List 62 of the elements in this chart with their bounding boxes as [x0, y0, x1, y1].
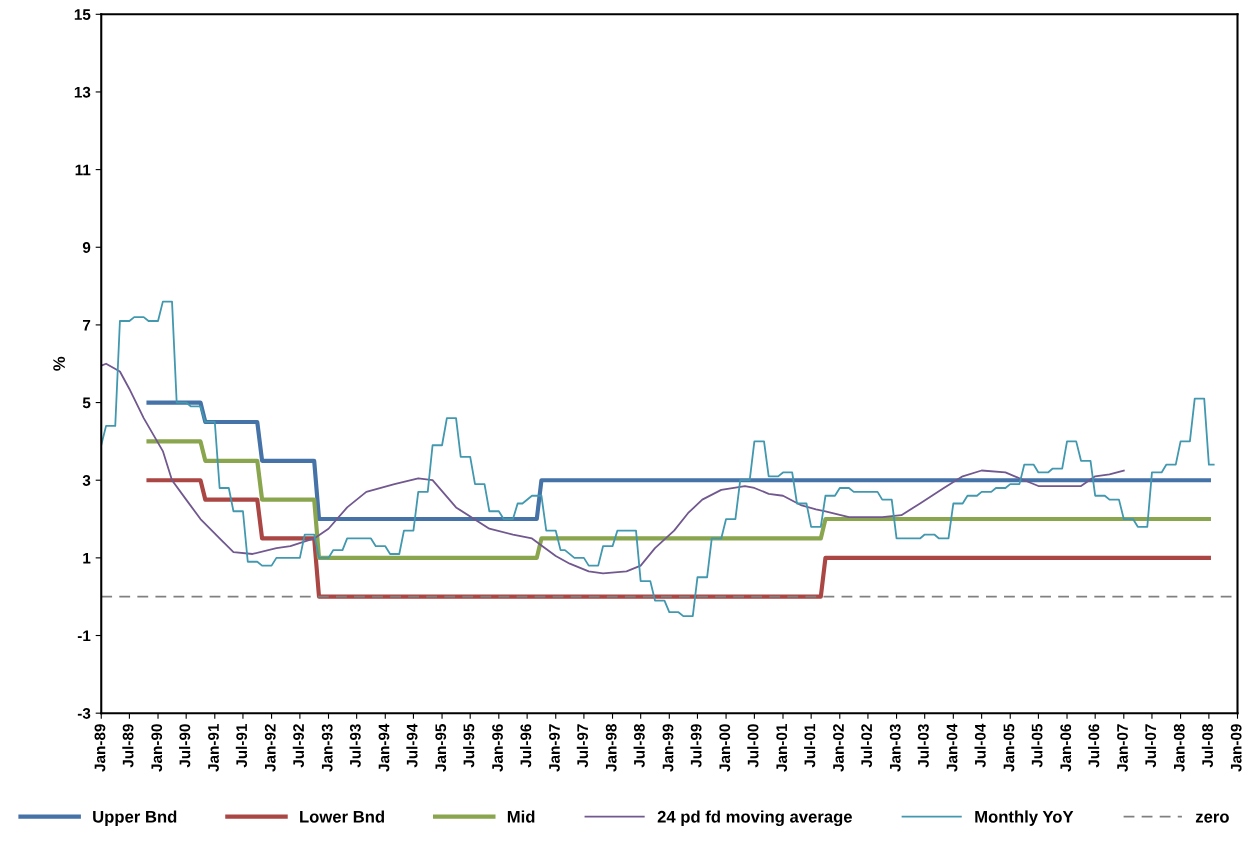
x-tick-label: Jul-05	[1031, 724, 1043, 768]
x-tick-label: Jul-97	[576, 724, 588, 768]
x-tick-label: Jan-07	[1117, 724, 1128, 772]
legend-label: Lower Bnd	[300, 810, 384, 823]
x-tick-label: Jan-04	[946, 723, 958, 772]
x-tick-label: Jan-00	[719, 724, 731, 772]
x-tick-label: Jul-96	[520, 724, 532, 768]
x-tick-label: Jan-01	[776, 724, 788, 772]
x-tick-label: Jul-89	[122, 724, 134, 768]
legend-label: Mid	[507, 810, 535, 823]
x-tick-label: Jul-92	[292, 724, 304, 768]
line-series	[101, 362, 1125, 575]
y-tick-label: 5	[82, 397, 91, 409]
y-tick-label: 15	[74, 9, 91, 20]
y-tick-label: -3	[77, 708, 91, 719]
y-tick-label: 9	[82, 242, 91, 253]
legend-label: zero	[1195, 813, 1229, 823]
legend-label: Monthly YoY	[975, 810, 1074, 826]
x-tick-label: Jan-93	[321, 724, 333, 772]
x-tick-label: Jul-99	[690, 724, 702, 768]
y-tick-label: 1	[83, 552, 91, 564]
line-series	[146, 400, 1211, 522]
x-tick-label: Jan-06	[1060, 724, 1072, 772]
x-tick-label: Jan-90	[151, 724, 163, 772]
y-tick-label: 13	[74, 86, 91, 98]
x-tick-label: Jan-91	[208, 724, 219, 772]
x-tick-label: Jan-99	[662, 724, 674, 772]
x-tick-label: Jan-08	[1173, 724, 1185, 772]
x-tick-label: Jan-92	[264, 724, 276, 772]
y-tick-label: 3	[82, 475, 91, 486]
x-tick-label: Jan-02	[833, 724, 844, 772]
x-tick-label: Jan-05	[1003, 724, 1015, 772]
x-tick-label: Jan-09	[1230, 724, 1242, 772]
x-tick-label: Jul-08	[1201, 724, 1213, 768]
x-tick-label: Jan-96	[492, 724, 503, 772]
x-tick-label: Jul-00	[747, 724, 759, 768]
x-tick-label: Jul-94	[406, 723, 418, 768]
legend-label: 24 pd fd moving average	[657, 810, 852, 826]
x-tick-label: Jul-03	[917, 724, 929, 768]
x-tick-label: Jul-93	[349, 724, 361, 768]
x-tick-label: Jul-95	[463, 724, 475, 768]
y-tick-label: -1	[77, 630, 91, 642]
x-tick-label: Jul-06	[1088, 724, 1100, 768]
x-tick-label: Jan-94	[378, 723, 390, 772]
y-axis-title: %	[53, 356, 65, 371]
x-tick-label: Jul-98	[633, 724, 645, 768]
line-series	[101, 300, 1215, 618]
x-tick-label: Jan-97	[549, 724, 560, 772]
x-tick-label: Jan-98	[605, 724, 617, 772]
x-tick-label: Jul-91	[235, 724, 248, 768]
legend-label: Upper Bnd	[93, 810, 177, 826]
y-tick-label: 7	[82, 319, 91, 331]
line-series	[146, 439, 1211, 560]
x-tick-label: Jul-90	[179, 724, 191, 768]
x-tick-label: Jul-04	[974, 723, 986, 768]
x-tick-label: Jan-03	[889, 724, 901, 772]
x-tick-label: Jul-01	[804, 724, 816, 768]
x-tick-label: Jul-02	[860, 724, 873, 768]
x-tick-label: Jan-89	[94, 724, 106, 772]
y-tick-label: 11	[75, 164, 91, 176]
x-tick-label: Jul-07	[1144, 724, 1157, 768]
x-tick-label: Jan-95	[435, 724, 447, 772]
